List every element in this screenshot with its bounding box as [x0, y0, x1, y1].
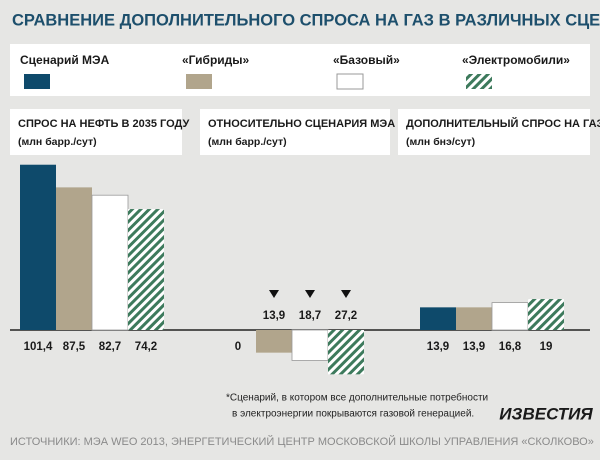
bar [20, 164, 56, 330]
value-label: 27,2 [335, 310, 357, 322]
panel-title: ОТНОСИТЕЛЬНО СЦЕНАРИЯ МЭА [208, 118, 395, 130]
legend-swatch [24, 74, 50, 89]
down-arrow [341, 290, 351, 298]
panel-subtitle: (млн бнэ/сут) [406, 136, 475, 148]
value-label: 82,7 [99, 341, 121, 353]
panel-subtitle: (млн барр./сут) [18, 136, 97, 148]
value-label: 16,8 [499, 341, 522, 353]
panel-header [398, 109, 590, 155]
logo: ИЗВЕСТИЯ [499, 404, 593, 423]
footnote: в электроэнергии покрываются газовой ген… [232, 409, 474, 420]
panel-title: СПРОС НА НЕФТЬ В 2035 ГОДУ [18, 118, 189, 130]
bar [56, 187, 92, 330]
legend-box [10, 44, 590, 96]
legend-swatch [336, 73, 364, 90]
value-label: 74,2 [135, 341, 157, 353]
value-label: 18,7 [299, 310, 321, 322]
value-label: 13,9 [427, 341, 449, 353]
legend-label: «Базовый» [333, 53, 400, 67]
bar [528, 299, 564, 330]
panel-title: ДОПОЛНИТЕЛЬНЫЙ СПРОС НА ГАЗ* [406, 117, 600, 130]
panel-header [10, 109, 182, 155]
logo-box [500, 403, 592, 425]
legend-label: «Гибриды» [182, 53, 250, 67]
value-label: 13,9 [463, 341, 485, 353]
value-label: 0 [235, 341, 241, 353]
legend-swatch [466, 74, 492, 89]
bar [420, 307, 456, 330]
bar [91, 194, 129, 331]
bar [456, 307, 492, 330]
legend-label: Сценарий МЭА [20, 53, 110, 67]
bar [291, 329, 329, 361]
value-label: 87,5 [63, 341, 86, 353]
legend-label: «Электромобили» [462, 53, 570, 67]
bar [128, 209, 164, 330]
bar [328, 330, 364, 375]
source: ИСТОЧНИКИ: МЭА WEO 2013, ЭНЕРГЕТИЧЕСКИЙ … [10, 435, 594, 448]
bar [491, 302, 529, 331]
bar [256, 330, 292, 353]
down-arrow [269, 290, 279, 298]
value-label: 19 [540, 341, 553, 353]
value-label: 101,4 [24, 341, 53, 353]
legend-swatch [186, 74, 212, 89]
footnote: *Сценарий, в котором все дополнительные … [226, 392, 488, 404]
value-label: 13,9 [263, 310, 285, 322]
panel-header [200, 109, 390, 155]
title: СРАВНЕНИЕ ДОПОЛНИТЕЛЬНОГО СПРОСА НА ГАЗ … [12, 11, 600, 29]
panel-subtitle: (млн барр./сут) [208, 136, 287, 148]
down-arrow [305, 290, 315, 298]
